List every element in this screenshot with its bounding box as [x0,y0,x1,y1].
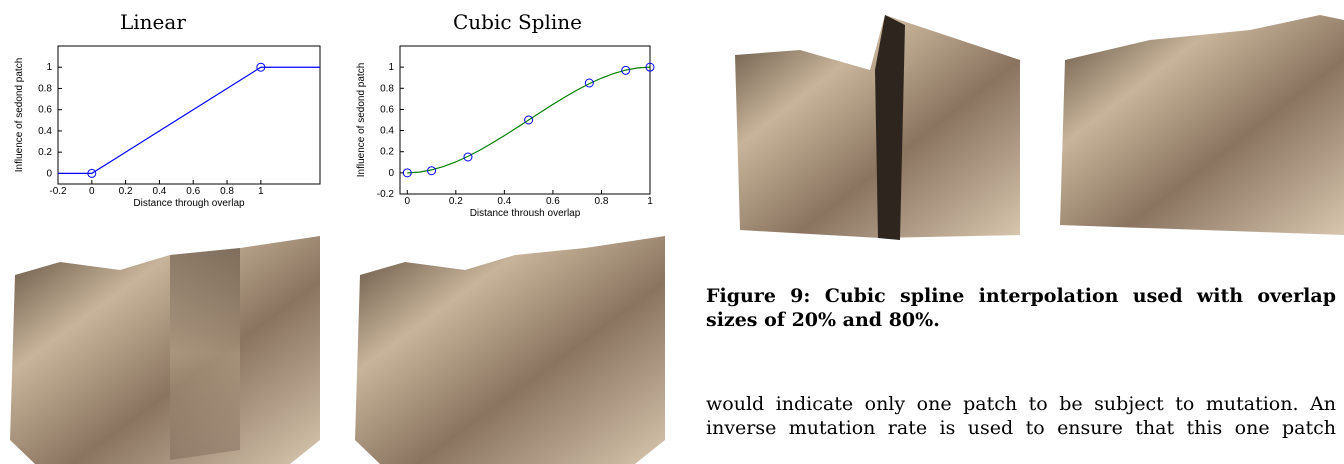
y-tick-label: 0.2 [380,147,394,158]
x-tick-label: 0 [405,196,411,207]
x-tick-label: 1 [647,196,653,207]
y-tick-label: 0 [46,168,52,179]
x-tick-label: 0.6 [186,186,200,197]
x-tick-label: 0 [89,186,95,197]
terrain [10,236,320,464]
terrain [1060,15,1344,235]
x-tick-label: 0.6 [546,196,560,207]
y-tick-label: 0.4 [38,126,52,137]
y-tick-label: 0.6 [380,104,394,115]
marker [427,166,437,176]
x-tick-label: 0.2 [119,186,133,197]
x-tick-label: 0.8 [595,196,609,207]
y-axis-label: Influence of sedond patch [14,58,25,173]
y-tick-label: 1 [388,62,394,73]
y-tick-label: 0.8 [380,83,394,94]
marker [463,152,473,162]
marker [621,65,631,75]
line [58,66,320,174]
x-axis-label: Distance through overlap [133,198,245,209]
y-tick-label: -0.2 [377,189,395,200]
y-tick-label: 0.2 [38,147,52,158]
x-tick-label: 1 [258,186,264,197]
body-line: would indicate only one patch to be subj… [706,393,1336,415]
x-axis-label: Distance throush overlap [470,208,581,219]
marker [645,62,655,72]
terrain-shade [170,248,240,460]
marker [402,168,412,178]
plot-title: Cubic Spline [453,10,582,34]
x-tick-label: 0.4 [497,196,511,207]
terrain [735,15,1020,238]
terrain [355,236,665,464]
y-tick-label: 0.8 [38,83,52,94]
y-tick-label: 0.6 [38,105,52,116]
marker [584,78,594,88]
terrain-wall [875,15,905,240]
marker [256,62,266,72]
x-tick-label: 0.4 [152,186,166,197]
body-text: would indicate only one patch to be subj… [706,392,1336,440]
y-tick-label: 1 [46,62,52,73]
x-tick-label: 0.2 [449,196,463,207]
axes-box [399,45,651,195]
y-tick-label: 0 [388,168,394,179]
plots: -0.2 0 0.2 0.4 0.6 0.8 1 0 0.2 0.4 0.6 0.8 1 Distance… [14,45,655,219]
marker [87,168,97,178]
marker [524,115,534,125]
body-line: inverse mutation rate is used to ensure … [706,417,1336,439]
figure-caption: Figure 9: Cubic spline interpolation use… [706,285,1336,331]
x-tick-label: -0.2 [49,186,67,197]
plot-title: Linear [120,10,186,34]
y-tick-label: 0.4 [380,126,394,137]
x-tick-label: 0.8 [220,186,234,197]
line [407,66,651,174]
axes-box [57,45,321,185]
y-axis-label: Influence of sedond patch [356,63,367,178]
